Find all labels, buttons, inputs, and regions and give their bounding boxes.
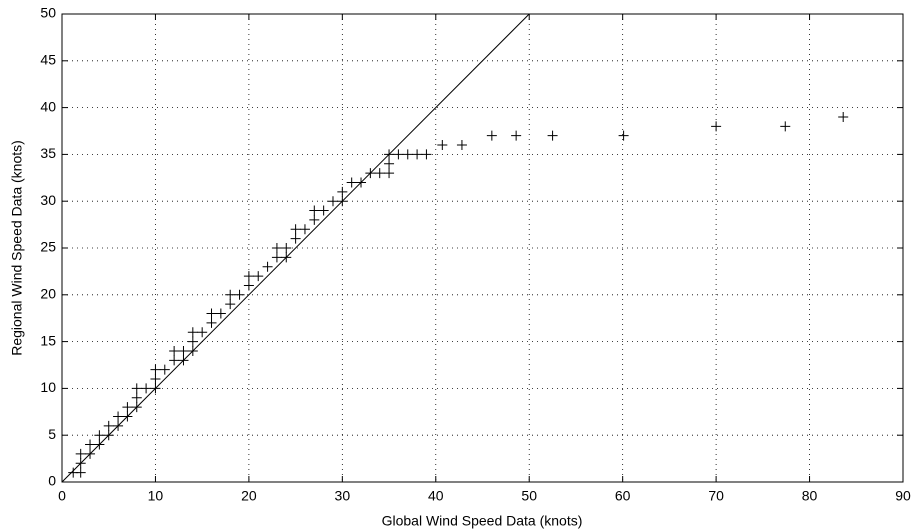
point [169,355,180,366]
point [618,130,629,141]
point [309,214,320,225]
point [113,411,124,422]
point [159,364,170,375]
point [75,448,86,459]
point [206,317,217,328]
point [94,439,105,450]
point [393,149,404,160]
point [178,345,189,356]
point [456,140,467,151]
y-tick-label: 10 [40,379,56,395]
point [253,271,264,282]
x-tick-label: 50 [521,488,537,504]
point [271,243,282,253]
point [356,177,367,188]
point [225,299,236,310]
point [318,205,329,216]
x-tick-label: 90 [895,488,911,504]
y-tick-label: 0 [48,473,56,489]
x-tick-label: 40 [428,488,444,504]
point [838,111,849,122]
point [243,280,254,291]
point [113,420,124,431]
reference-line [61,13,530,483]
y-tick-label: 45 [40,52,56,68]
point [131,402,142,413]
point [374,168,385,179]
point [150,364,161,375]
point [337,196,348,207]
point [327,196,338,207]
point [103,420,114,431]
point [384,149,395,160]
point [365,168,376,179]
point [197,327,208,338]
y-tick-label: 30 [40,192,56,208]
point [178,355,189,366]
x-axis-label: Global Wind Speed Data (knots) [382,513,583,529]
point [131,383,142,394]
point [547,130,558,141]
point [511,130,522,141]
y-tick-label: 40 [40,98,56,114]
x-tick-label: 70 [708,488,724,504]
point [225,289,236,300]
point [281,243,292,253]
point [402,149,413,160]
point [384,168,395,179]
point [206,308,217,319]
point [187,327,198,338]
point [290,224,301,235]
point [215,308,226,319]
point [384,158,395,169]
y-tick-label: 50 [40,5,56,21]
y-tick-label: 25 [40,239,56,255]
point [234,289,245,300]
y-tick-label: 15 [40,332,56,348]
point [122,402,133,413]
point [486,130,497,141]
point [94,430,105,441]
point [412,149,423,160]
point [271,252,282,263]
point [75,458,86,469]
point [187,336,198,347]
point [299,224,310,235]
point [103,430,114,441]
y-tick-label: 5 [48,426,56,442]
y-axis-label: Regional Wind Speed Data (knots) [9,140,25,356]
point [141,383,152,394]
point [290,233,301,244]
point [309,205,320,216]
point [281,252,292,263]
point [421,149,432,160]
y-tick-label: 35 [40,145,56,161]
point [85,439,96,450]
x-tick-label: 20 [241,488,257,504]
x-tick-label: 80 [802,488,818,504]
point [243,271,254,282]
point [780,121,791,132]
x-tick-label: 0 [58,488,66,504]
point [75,467,86,478]
point [85,448,96,459]
point [150,383,161,394]
y-tick-label: 20 [40,286,56,302]
x-tick-label: 60 [615,488,631,504]
point [437,140,448,151]
point [122,411,133,422]
x-tick-label: 30 [335,488,351,504]
point [131,392,142,403]
point [346,177,357,188]
point [711,121,722,132]
x-tick-label: 10 [148,488,164,504]
point [337,186,348,197]
point [262,261,273,272]
point [150,374,161,385]
point [187,345,198,356]
point [169,345,180,356]
